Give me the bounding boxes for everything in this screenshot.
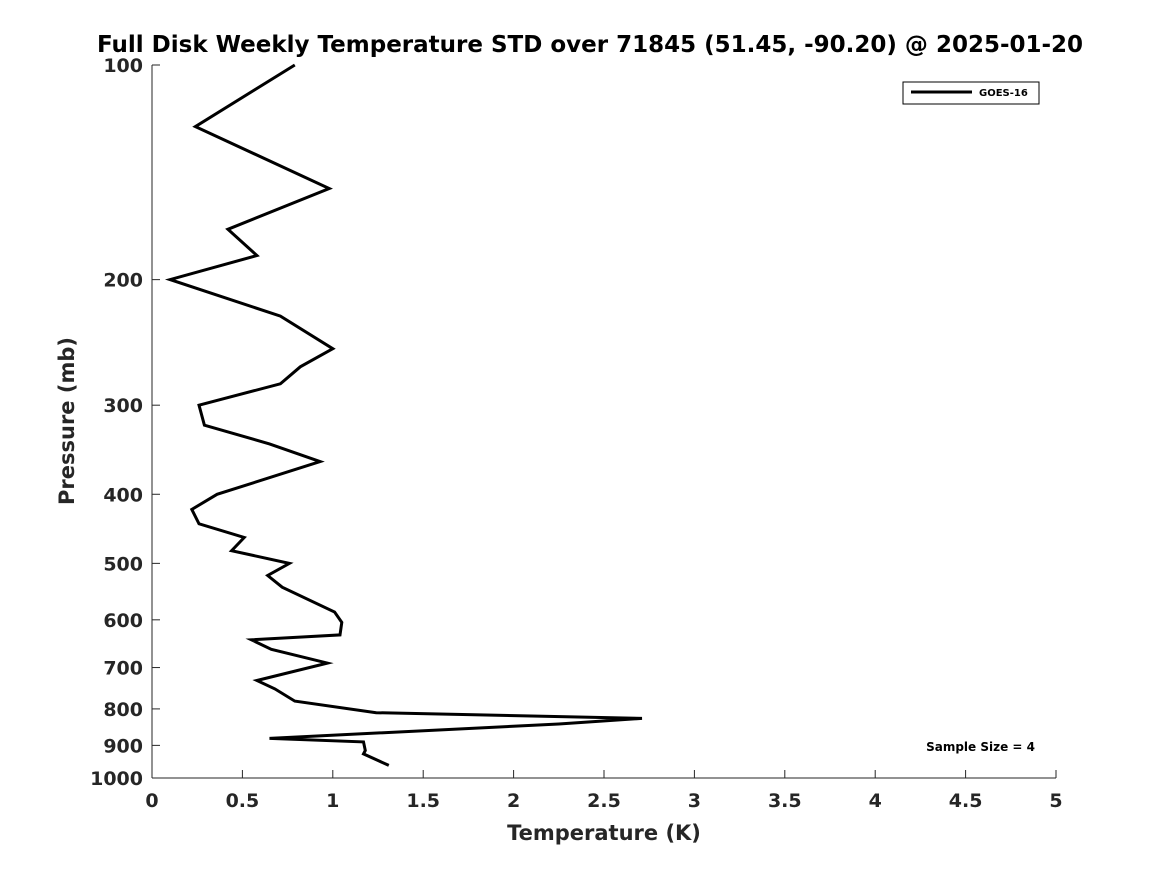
- y-tick-label: 500: [103, 553, 143, 575]
- y-axis-label: Pressure (mb): [55, 337, 79, 505]
- y-tick-label: 100: [103, 55, 143, 77]
- x-axis-ticks: 0 0.5 1 1.5 2 2.5 3 3.5 4 4.5 5: [145, 770, 1063, 812]
- x-tick-label: 0: [145, 790, 158, 812]
- y-tick-label: 200: [103, 270, 143, 292]
- legend: GOES-16: [902, 81, 1040, 105]
- x-tick-label: 0.5: [226, 790, 260, 812]
- x-tick-label: 3.5: [768, 790, 802, 812]
- y-axis-ticks: 100 200 300 400 500 600 700 800 900 1000: [90, 55, 160, 790]
- y-tick-label: 400: [103, 484, 143, 506]
- x-tick-label: 4.5: [949, 790, 983, 812]
- chart-title: Full Disk Weekly Temperature STD over 71…: [97, 32, 1083, 58]
- x-tick-label: 2.5: [587, 790, 621, 812]
- series-layer: [164, 63, 643, 767]
- y-tick-label: 600: [103, 610, 143, 632]
- x-tick-label: 2: [507, 790, 520, 812]
- sample-size-annotation: Sample Size = 4: [926, 740, 1035, 754]
- y-tick-label: 1000: [90, 768, 143, 790]
- x-tick-label: 1: [326, 790, 339, 812]
- y-tick-label: 700: [103, 658, 143, 680]
- y-tick-label: 800: [103, 699, 143, 721]
- plot-area: 0 0.5 1 1.5 2 2.5 3 3.5 4 4.5 5 100 200 300 400 500 600…: [90, 55, 1063, 812]
- legend-label-goes-16: GOES-16: [979, 88, 1028, 99]
- x-tick-label: 5: [1049, 790, 1062, 812]
- series-line-goes-16: [164, 63, 643, 767]
- y-tick-label: 300: [103, 395, 143, 417]
- x-tick-label: 1.5: [406, 790, 440, 812]
- y-tick-label: 900: [103, 735, 143, 757]
- x-tick-label: 4: [869, 790, 882, 812]
- x-axis-label: Temperature (K): [507, 821, 701, 845]
- x-tick-label: 3: [688, 790, 701, 812]
